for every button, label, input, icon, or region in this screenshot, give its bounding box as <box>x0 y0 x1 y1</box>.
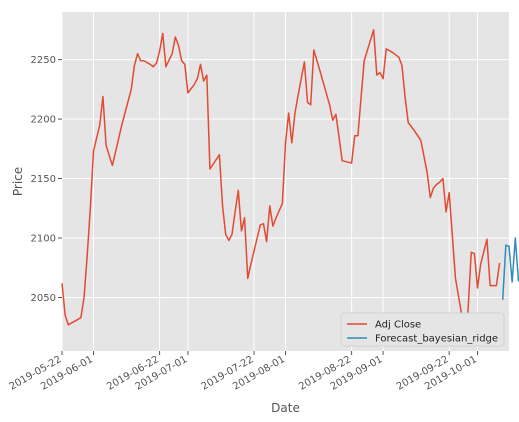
y-tick-label: 2100 <box>31 234 56 245</box>
legend-box <box>340 312 505 347</box>
legend: Adj Close Forecast_bayesian_ridge <box>340 312 505 347</box>
series-line-forecast-bayesian-ridge <box>501 237 519 300</box>
x-axis-title: Date <box>271 401 300 415</box>
grid-lines <box>61 12 509 351</box>
y-axis-ticks: 2050 2100 2150 2200 2250 <box>31 55 62 304</box>
legend-label: Adj Close <box>375 320 421 331</box>
y-tick-label: 2050 <box>31 293 56 304</box>
series-group <box>61 29 519 337</box>
y-tick-label: 2200 <box>31 115 56 126</box>
series-line-adj-close <box>61 29 501 337</box>
y-tick-label: 2150 <box>31 174 56 185</box>
y-axis-title: Price <box>11 167 25 196</box>
y-tick-label: 2250 <box>31 55 56 66</box>
legend-label: Forecast_bayesian_ridge <box>375 334 498 345</box>
